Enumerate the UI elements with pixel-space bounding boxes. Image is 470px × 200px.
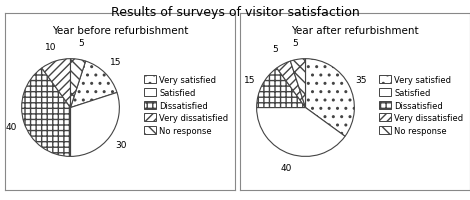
Text: 40: 40 (5, 123, 16, 132)
Wedge shape (70, 93, 119, 157)
Wedge shape (306, 59, 354, 137)
Wedge shape (70, 62, 117, 108)
Wedge shape (290, 59, 306, 108)
Wedge shape (70, 59, 86, 108)
Text: Year before refurbishment: Year before refurbishment (52, 26, 188, 36)
Wedge shape (42, 59, 70, 108)
Wedge shape (257, 108, 345, 157)
Wedge shape (257, 69, 306, 108)
Text: Year after refurbishment: Year after refurbishment (291, 26, 419, 36)
Legend: Very satisfied, Satisfied, Dissatisfied, Very dissatisfied, No response: Very satisfied, Satisfied, Dissatisfied,… (377, 73, 466, 138)
Legend: Very satisfied, Satisfied, Dissatisfied, Very dissatisfied, No response: Very satisfied, Satisfied, Dissatisfied,… (142, 73, 231, 138)
Text: 30: 30 (115, 140, 127, 149)
Text: 5: 5 (292, 39, 298, 48)
Text: 15: 15 (110, 58, 122, 67)
Text: 35: 35 (355, 75, 367, 84)
Text: Results of surveys of visitor satisfaction: Results of surveys of visitor satisfacti… (110, 6, 360, 19)
Text: 15: 15 (244, 75, 256, 84)
Text: 40: 40 (281, 163, 292, 172)
Text: 5: 5 (78, 39, 84, 48)
Wedge shape (22, 69, 70, 157)
Text: 5: 5 (273, 45, 278, 54)
Wedge shape (277, 62, 306, 108)
Text: 10: 10 (45, 42, 56, 51)
